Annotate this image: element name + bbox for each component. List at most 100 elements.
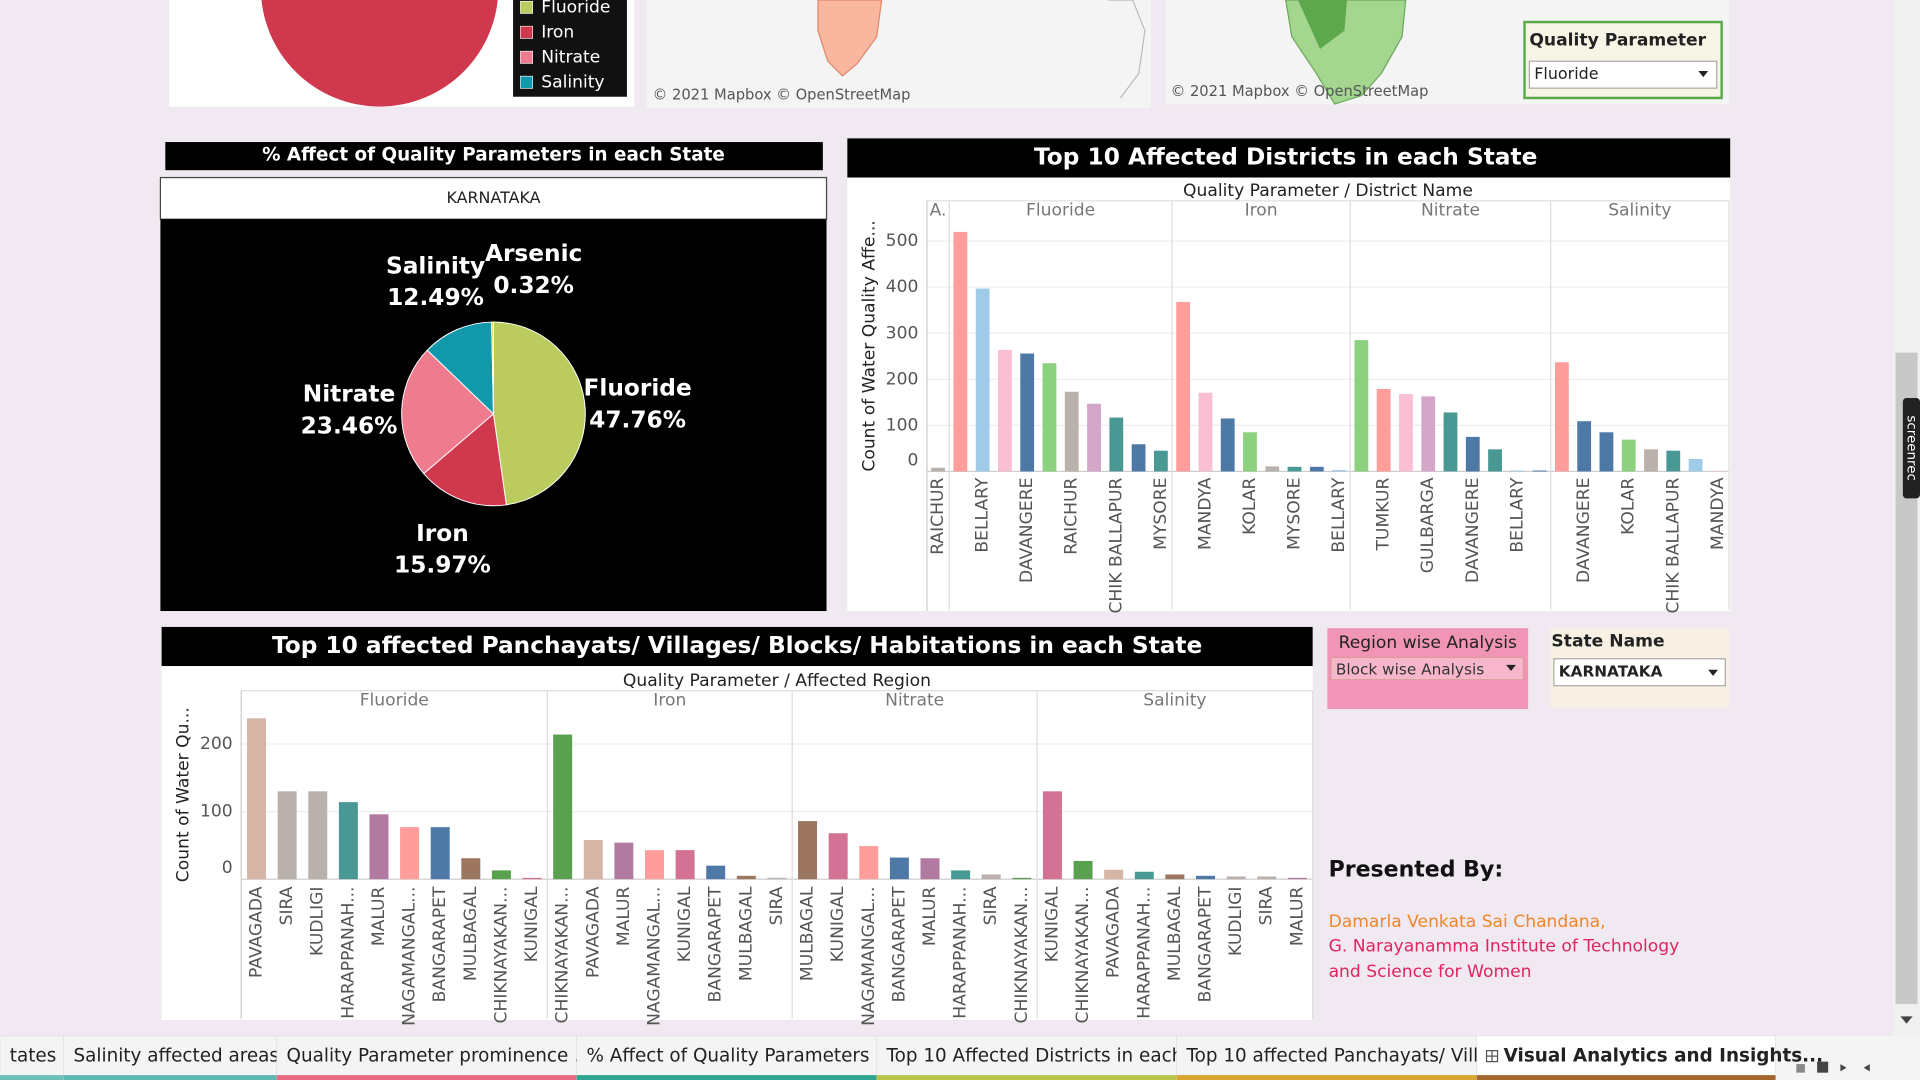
bar — [1688, 458, 1703, 472]
bar — [400, 827, 420, 880]
x-tick-label: DAVANGERE — [1017, 478, 1037, 583]
tab-control[interactable] — [1796, 1064, 1805, 1073]
panel-header: Iron — [653, 690, 686, 710]
tab-label[interactable]: Top 10 affected Panchayats/ Vill... — [1186, 1046, 1496, 1067]
dropdown-value[interactable]: KARNATAKA — [1559, 663, 1663, 681]
x-tick-label: MULBAGAL — [461, 886, 481, 981]
x-tick-label: PAVAGADA — [1104, 886, 1124, 978]
dropdown[interactable] — [1553, 658, 1726, 687]
chart-area — [847, 177, 1731, 612]
bar — [1421, 396, 1436, 472]
x-tick-label: MULBAGAL — [798, 886, 818, 981]
bar — [1198, 392, 1213, 472]
bar — [1332, 470, 1347, 472]
legend-label: Iron — [541, 22, 574, 42]
tab[interactable] — [63, 1035, 278, 1080]
tab[interactable] — [576, 1035, 878, 1080]
x-tick-label: KOLAR — [1619, 477, 1639, 534]
subtitle-bar — [159, 176, 828, 220]
y-axis-title: Count of Water Qu... — [174, 707, 194, 882]
bar — [975, 288, 990, 472]
x-tick-label: CHIK BALLAPUR — [1663, 477, 1683, 613]
x-tick-label: MALUR — [920, 886, 940, 946]
y-tick-label: 400 — [886, 277, 919, 297]
y-tick-label: 300 — [886, 323, 919, 343]
tab[interactable] — [1176, 1035, 1478, 1080]
tab-control[interactable] — [1817, 1061, 1829, 1073]
bar — [951, 870, 971, 880]
bar — [369, 814, 389, 880]
bar — [736, 875, 756, 880]
tab-label[interactable]: % Affect of Quality Parameters i... — [587, 1046, 898, 1067]
x-tick-label: BANGARAPET — [889, 886, 909, 1002]
tab-control[interactable] — [1840, 1064, 1870, 1072]
scroll-arrow[interactable] — [1900, 1016, 1913, 1024]
x-tick-label: MYSORE — [1151, 478, 1171, 550]
panel-header: A. — [930, 201, 947, 221]
map-region — [1297, 0, 1347, 49]
x-tick-label: HARAPPANAH... — [1134, 887, 1154, 1019]
tab-underline — [0, 1075, 64, 1080]
dropdown-value[interactable]: Fluoride — [1534, 64, 1598, 83]
legend-swatch — [520, 75, 533, 89]
x-tick-label: KUDLIGI — [308, 887, 328, 956]
x-tick-label: RAICHUR — [1062, 477, 1082, 554]
map-coast — [1108, 0, 1146, 99]
dropdown-arrow[interactable] — [1506, 664, 1516, 672]
pie-label: Arsenic — [485, 240, 582, 267]
x-tick-label: MALUR — [1287, 886, 1307, 946]
tab[interactable] — [876, 1035, 1178, 1080]
bar — [247, 718, 267, 880]
x-tick-label: NAGAMANGAL... — [644, 887, 664, 1026]
chart-title: Top 10 affected Panchayats/ Villages/ Bl… — [272, 632, 1202, 659]
tab-label[interactable]: tates — [10, 1046, 57, 1067]
bar — [1510, 470, 1525, 472]
tab-icon — [1485, 1050, 1499, 1063]
bar — [1153, 450, 1168, 472]
map-region — [817, 0, 883, 77]
pie-value-label: 0.32% — [493, 272, 574, 299]
bar — [522, 877, 542, 880]
dropdown[interactable] — [1528, 60, 1718, 89]
bar — [1443, 412, 1458, 472]
x-tick-label: KUNIGAL — [1042, 886, 1062, 962]
bar — [1465, 436, 1480, 472]
tab-underline — [576, 1075, 877, 1080]
bar — [1376, 388, 1391, 472]
dropdown-arrow[interactable] — [1708, 669, 1718, 676]
x-tick-label: BANGARAPET — [430, 886, 450, 1002]
tab-label[interactable]: Quality Parameter prominence ... — [287, 1046, 592, 1067]
x-tick-label: CHIKNAYAKAN... — [1073, 887, 1093, 1024]
bar — [1287, 466, 1302, 472]
bar — [1488, 449, 1502, 472]
tab[interactable] — [276, 1035, 578, 1080]
legend-swatch — [520, 50, 533, 64]
legend-swatch — [520, 0, 533, 14]
map-credit: © 2021 Mapbox © OpenStreetMap — [1171, 83, 1429, 100]
charts: Fluoride 47.76% Iron 15.97% Nitrate 23.46% Sal… — [174, 181, 1730, 1026]
x-tick-label: BANGARAPET — [1196, 886, 1216, 1002]
tab-label[interactable]: Salinity affected areas — [73, 1046, 279, 1067]
scroll-thumb[interactable] — [1895, 352, 1918, 1005]
bar — [1243, 432, 1257, 472]
panel-header: Iron — [1245, 201, 1278, 221]
tab-label[interactable]: Top 10 Affected Districts in each... — [886, 1046, 1201, 1067]
panel-header: Fluoride — [1026, 201, 1095, 221]
bar — [1666, 450, 1681, 472]
dropdown[interactable] — [1330, 657, 1524, 680]
chart-subtitle: KARNATAKA — [446, 188, 540, 207]
dropdown-value[interactable]: Block wise Analysis — [1336, 660, 1484, 678]
dropdown-arrow[interactable] — [1698, 71, 1709, 78]
tab[interactable] — [1476, 1035, 1776, 1080]
bar — [767, 877, 787, 880]
bar — [461, 858, 481, 880]
bar — [1109, 417, 1124, 472]
tab-label[interactable]: Visual Analytics and Insights... — [1504, 1046, 1823, 1067]
x-tick-label: NAGAMANGAL... — [400, 887, 420, 1026]
bar — [1087, 403, 1101, 472]
pie-value-label: 15.97% — [394, 552, 491, 579]
y-tick-label: 200 — [200, 734, 233, 754]
x-tick-label: TUMKUR — [1374, 477, 1394, 551]
x-tick-label: BELLARY — [1329, 477, 1349, 553]
bar — [553, 734, 573, 880]
